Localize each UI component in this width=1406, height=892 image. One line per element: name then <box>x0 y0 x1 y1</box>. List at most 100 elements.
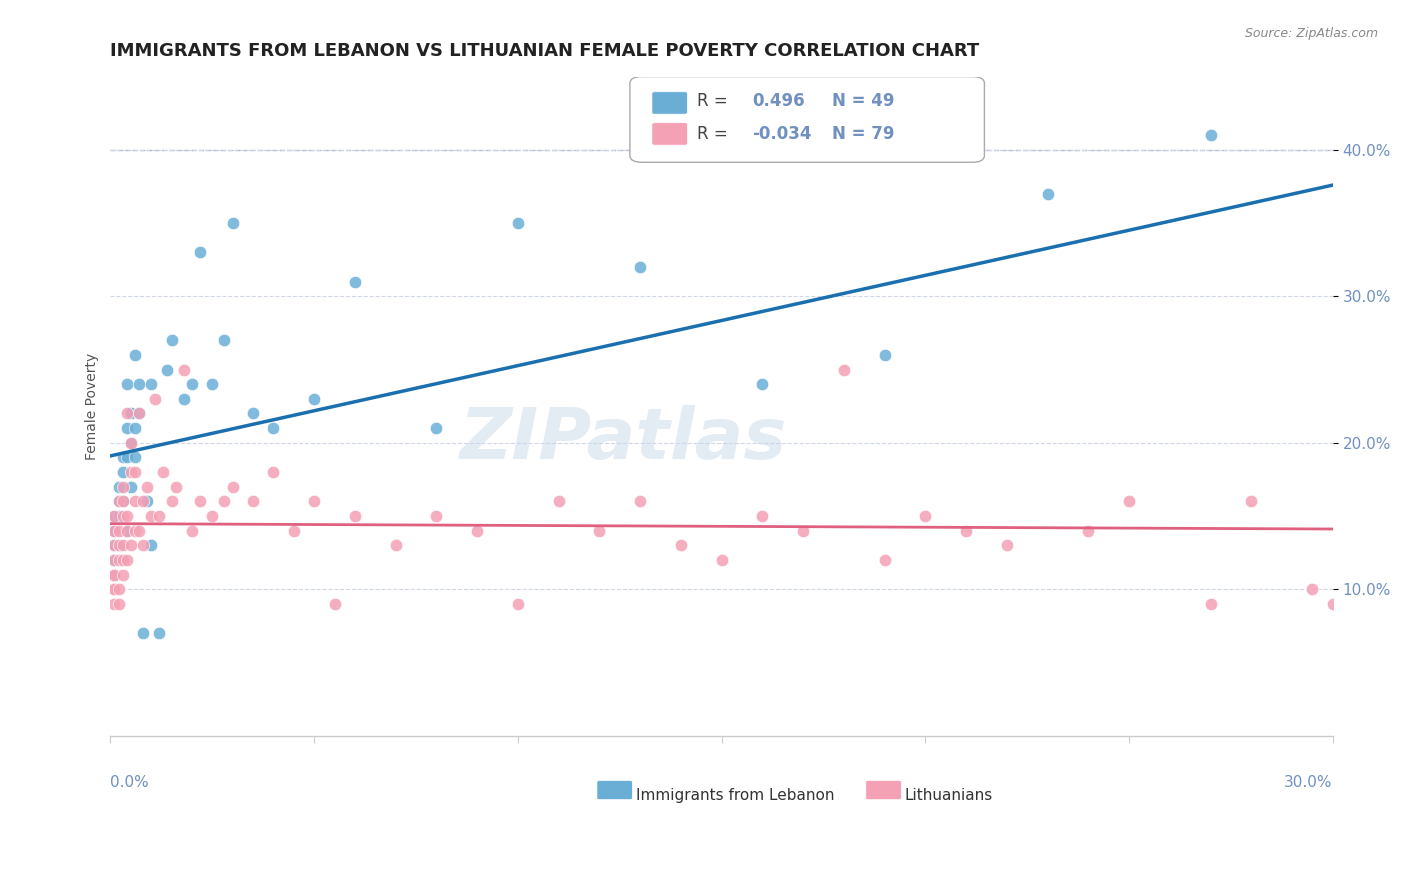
Point <box>124 348 146 362</box>
FancyBboxPatch shape <box>598 780 633 799</box>
Point <box>384 538 406 552</box>
Point <box>1301 582 1323 597</box>
Point <box>188 494 211 508</box>
Point <box>128 407 150 421</box>
Point <box>710 553 733 567</box>
FancyBboxPatch shape <box>866 780 901 799</box>
Point <box>156 362 179 376</box>
Point <box>120 435 142 450</box>
Point <box>425 508 447 523</box>
Point <box>128 524 150 538</box>
Point <box>128 377 150 392</box>
Text: R =: R = <box>697 92 728 110</box>
Point <box>148 626 170 640</box>
Point <box>465 524 488 538</box>
Point <box>107 538 129 552</box>
Point <box>506 216 529 230</box>
Point <box>143 392 166 406</box>
Point <box>1322 597 1344 611</box>
Point <box>751 377 773 392</box>
FancyBboxPatch shape <box>652 92 688 114</box>
Point <box>995 538 1018 552</box>
Point <box>873 553 896 567</box>
Point <box>120 435 142 450</box>
Text: 30.0%: 30.0% <box>1284 775 1333 790</box>
Point <box>107 597 129 611</box>
Point <box>180 524 202 538</box>
Point <box>628 494 651 508</box>
Point <box>132 538 155 552</box>
Point <box>107 553 129 567</box>
Point <box>343 275 366 289</box>
Point <box>107 524 129 538</box>
Point <box>103 553 125 567</box>
Point <box>132 626 155 640</box>
Point <box>1077 524 1099 538</box>
Point <box>283 524 305 538</box>
Point <box>588 524 610 538</box>
Point <box>173 362 195 376</box>
Point <box>111 508 134 523</box>
Text: -0.034: -0.034 <box>752 125 811 143</box>
Point <box>124 494 146 508</box>
Point <box>120 480 142 494</box>
Text: N = 79: N = 79 <box>831 125 894 143</box>
Point <box>221 480 243 494</box>
Point <box>111 553 134 567</box>
Point <box>115 553 138 567</box>
Point <box>111 538 134 552</box>
Point <box>873 348 896 362</box>
Point <box>103 567 125 582</box>
Point <box>1118 494 1140 508</box>
Point <box>128 407 150 421</box>
Point <box>323 597 346 611</box>
FancyBboxPatch shape <box>630 77 984 162</box>
Point <box>214 494 236 508</box>
Point <box>103 567 125 582</box>
Text: 0.496: 0.496 <box>752 92 804 110</box>
Point <box>506 597 529 611</box>
Point <box>1240 494 1263 508</box>
Point <box>792 524 814 538</box>
Point <box>103 508 125 523</box>
Point <box>111 480 134 494</box>
Point <box>141 508 163 523</box>
Point <box>242 494 264 508</box>
Point <box>115 524 138 538</box>
Point <box>103 597 125 611</box>
Point <box>914 508 936 523</box>
Point <box>173 392 195 406</box>
Point <box>136 494 159 508</box>
Point <box>111 494 134 508</box>
Point <box>188 245 211 260</box>
Point <box>141 377 163 392</box>
Point <box>103 567 125 582</box>
Point <box>103 524 125 538</box>
Point <box>115 377 138 392</box>
Point <box>120 538 142 552</box>
Point <box>141 538 163 552</box>
Text: Lithuanians: Lithuanians <box>905 789 993 804</box>
Point <box>1036 186 1059 201</box>
Point <box>165 480 187 494</box>
Point <box>111 450 134 465</box>
Point <box>124 524 146 538</box>
Point <box>107 480 129 494</box>
Text: R =: R = <box>697 125 728 143</box>
Point <box>132 494 155 508</box>
Point <box>302 392 325 406</box>
Point <box>148 508 170 523</box>
FancyBboxPatch shape <box>652 123 688 145</box>
Point <box>242 407 264 421</box>
Point <box>160 333 183 347</box>
Point <box>111 465 134 479</box>
Point <box>1199 128 1222 143</box>
Point <box>343 508 366 523</box>
Point <box>111 494 134 508</box>
Point <box>669 538 692 552</box>
Point <box>115 407 138 421</box>
Point <box>107 538 129 552</box>
Point <box>111 553 134 567</box>
Point <box>103 524 125 538</box>
Text: Immigrants from Lebanon: Immigrants from Lebanon <box>636 789 835 804</box>
